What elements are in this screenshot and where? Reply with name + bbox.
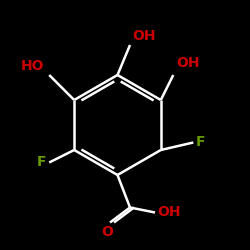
Text: OH: OH <box>176 56 199 70</box>
Text: OH: OH <box>132 28 156 42</box>
Text: O: O <box>102 225 114 239</box>
Text: HO: HO <box>21 58 44 72</box>
Text: F: F <box>37 156 47 170</box>
Text: F: F <box>196 136 205 149</box>
Text: OH: OH <box>158 206 181 220</box>
